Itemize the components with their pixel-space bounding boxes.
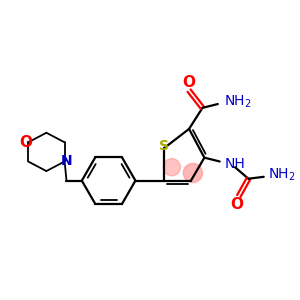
Text: NH: NH [224,158,245,171]
Circle shape [183,164,202,183]
Text: O: O [183,74,196,89]
Text: S: S [159,139,169,153]
Text: O: O [230,197,243,212]
Text: N: N [61,154,72,169]
Text: NH$_2$: NH$_2$ [224,94,251,110]
Text: NH$_2$: NH$_2$ [268,167,295,183]
Text: O: O [20,135,33,150]
Circle shape [163,159,180,176]
